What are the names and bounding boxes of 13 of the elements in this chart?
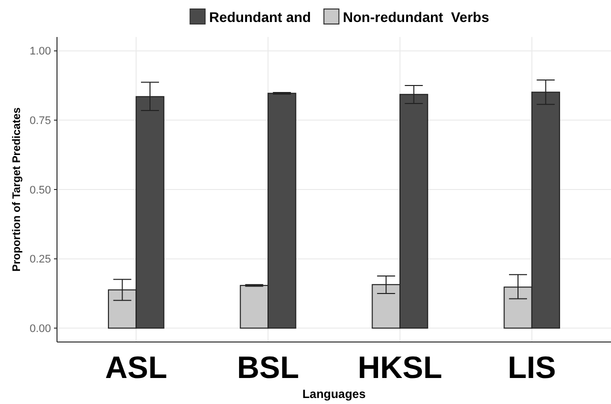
- y-tick-label: 0.25: [30, 254, 51, 266]
- y-axis-title: Proportion of Target Predicates: [11, 107, 23, 272]
- legend-label: Redundant and: [209, 9, 311, 25]
- legend-label: Non-redundant Verbs: [342, 9, 490, 25]
- x-tick-label: HKSL: [358, 350, 442, 385]
- y-tick-label: 1.00: [30, 46, 51, 58]
- y-tick-label: 0.00: [30, 322, 51, 335]
- y-tick-label: 0.75: [30, 115, 51, 128]
- x-tick-label: LIS: [508, 350, 556, 385]
- x-tick-label: BSL: [237, 350, 300, 385]
- y-tick-label: 0.50: [30, 184, 51, 196]
- x-axis-title: Languages: [302, 387, 366, 401]
- x-tick-label: ASL: [105, 350, 168, 385]
